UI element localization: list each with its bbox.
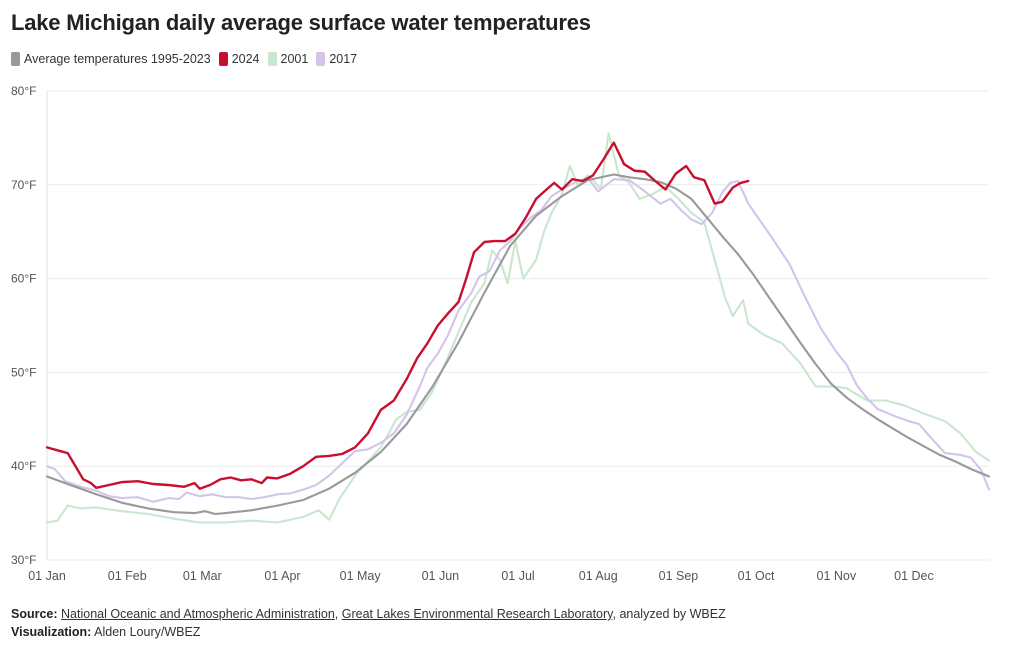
legend-label-2001: 2001 [280, 52, 309, 66]
series-line-average-temperatures-1995-2023 [45, 173, 991, 516]
visualization-line: Visualization: Alden Loury/WBEZ [11, 623, 726, 641]
x-tick-label: 01 Aug [579, 569, 618, 583]
x-tick-label: 01 Jul [501, 569, 534, 583]
source-label: Source: [11, 607, 58, 621]
legend-swatch-average [11, 52, 20, 66]
x-tick-label: 01 Nov [817, 569, 857, 583]
chart-title: Lake Michigan daily average surface wate… [11, 10, 591, 35]
legend-swatch-2017 [316, 52, 326, 66]
x-tick-label: 01 Apr [264, 569, 300, 583]
line-chart: 30°F 40°F 50°F 60°F 70°F 80°F 01 Jan 01 Feb 01 M… [11, 84, 991, 583]
glerl-link[interactable]: Great Lakes Environmental Research Labor… [341, 607, 613, 621]
noaa-link[interactable]: National Oceanic and Atmospheric Adminis… [61, 607, 335, 621]
x-tick-label: 01 Jun [422, 569, 460, 583]
source-line: Source: National Oceanic and Atmospheric… [11, 605, 726, 623]
legend: Average temperatures 1995-2023 2024 2001… [11, 52, 365, 66]
x-tick-label: 01 Dec [894, 569, 934, 583]
series-line-2024 [45, 141, 750, 490]
series-line-2017 [45, 177, 991, 503]
legend-swatch-2024 [218, 52, 228, 66]
y-tick-label: 60°F [11, 272, 36, 286]
x-tick-label: 01 Sep [659, 569, 699, 583]
legend-swatch-2001 [267, 52, 277, 66]
legend-label-2024: 2024 [231, 52, 260, 66]
x-tick-label: 01 Feb [108, 569, 147, 583]
legend-item-2017[interactable]: 2017 [316, 52, 357, 66]
legend-label-average: Average temperatures 1995-2023 [24, 52, 211, 66]
legend-item-average[interactable]: Average temperatures 1995-2023 [11, 52, 211, 66]
source-suffix: , analyzed by WBEZ [612, 607, 726, 621]
source-separator: , [334, 607, 342, 621]
legend-label-2017: 2017 [329, 52, 358, 66]
y-tick-label: 50°F [11, 365, 36, 379]
legend-item-2024[interactable]: 2024 [218, 52, 260, 66]
x-tick-label: 01 Oct [738, 569, 775, 583]
y-tick-label: 40°F [11, 459, 36, 473]
visualization-credit: Alden Loury/WBEZ [94, 625, 201, 639]
footer: Source: National Oceanic and Atmospheric… [11, 605, 726, 641]
y-tick-label: 80°F [11, 84, 36, 98]
legend-item-2001[interactable]: 2001 [267, 52, 309, 66]
series-line-2001 [45, 132, 991, 524]
y-tick-label: 70°F [11, 178, 36, 192]
x-tick-label: 01 Jan [28, 569, 66, 583]
y-tick-label: 30°F [11, 553, 36, 567]
x-tick-label: 01 May [340, 569, 382, 583]
x-tick-label: 01 Mar [183, 569, 222, 583]
visualization-label: Visualization: [11, 625, 92, 639]
